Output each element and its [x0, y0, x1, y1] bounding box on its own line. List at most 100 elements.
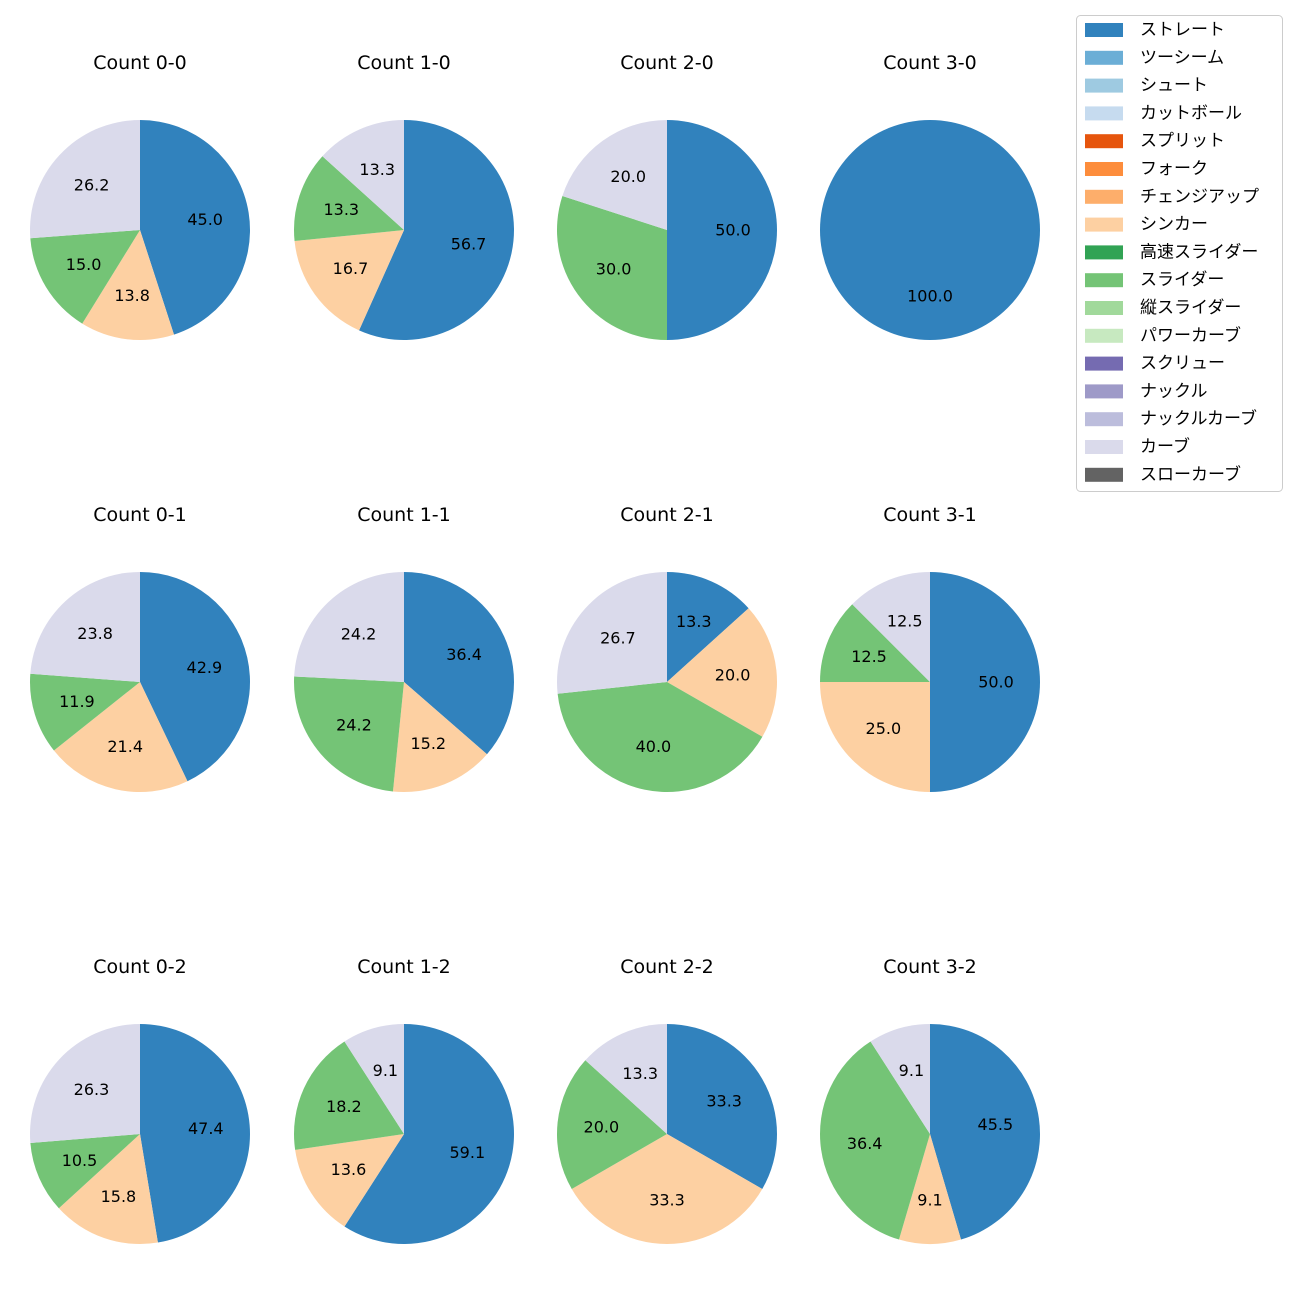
pie-2: Count 1-0 56.7 16.7 13.3 13.3: [294, 52, 514, 340]
pie-slice: [852, 572, 930, 682]
slice-value-label: 100.0: [907, 287, 953, 306]
legend-item: 縦スライダー: [1085, 298, 1241, 318]
legend-label: チェンジアップ: [1140, 187, 1259, 207]
pie-7: Count 2-1 13.3 20.0 40.0 26.7: [556, 504, 778, 793]
legend-label: ナックルカーブ: [1140, 408, 1257, 429]
slice-value-label: 24.2: [336, 716, 372, 735]
slice-value-label: 25.0: [866, 719, 902, 738]
pie-title: Count 2-2: [620, 956, 714, 978]
legend-label: ツーシーム: [1140, 48, 1224, 68]
pie-slice: [930, 572, 1040, 792]
slice-value-label: 40.0: [636, 737, 672, 756]
pie-slice: [392, 682, 487, 792]
slice-value-label: 50.0: [978, 673, 1014, 692]
slice-value-label: 30.0: [596, 259, 632, 278]
slice-value-label: 13.8: [114, 286, 150, 305]
legend-label: カットボール: [1140, 103, 1242, 123]
slice-value-label: 13.6: [331, 1160, 367, 1179]
slice-value-label: 9.1: [917, 1191, 942, 1210]
legend-item: パワーカーブ: [1085, 325, 1241, 346]
pie-slice: [819, 604, 930, 682]
slice-value-label: 15.0: [66, 255, 102, 274]
legend-item: カットボール: [1085, 103, 1242, 123]
slice-value-label: 33.3: [649, 1191, 685, 1210]
legend-label: ナックル: [1140, 381, 1208, 401]
pie-slice: [140, 572, 251, 782]
pie-5: Count 0-1 42.9 21.4 11.9 23.8: [30, 504, 251, 792]
legend-label: カーブ: [1140, 436, 1190, 457]
slice-value-label: 11.9: [59, 692, 95, 711]
slice-value-label: 23.8: [77, 624, 113, 643]
pie-slice: [30, 1134, 141, 1209]
pie-slice: [562, 120, 667, 230]
slice-value-label: 33.3: [706, 1092, 742, 1111]
pie-slice: [930, 1024, 1040, 1240]
pie-title: Count 1-1: [357, 504, 451, 526]
pie-slice: [29, 120, 141, 239]
pie-title: Count 0-1: [93, 504, 187, 526]
legend-item: ナックル: [1085, 381, 1208, 401]
pie-slice: [556, 572, 667, 694]
legend-label: フォーク: [1140, 159, 1208, 179]
legend-swatch: [1085, 134, 1123, 149]
slice-value-label: 13.3: [359, 160, 395, 179]
legend-label: シンカー: [1140, 215, 1208, 235]
pie-slice: [344, 1024, 404, 1134]
pie-slice: [557, 682, 763, 793]
legend-item: スライダー: [1085, 270, 1224, 290]
pie-slice: [30, 673, 140, 751]
pie-slice: [58, 1134, 158, 1244]
pie-slice: [53, 682, 188, 792]
legend-item: ストレート: [1085, 20, 1225, 40]
pie-slice: [140, 1024, 250, 1243]
pies-group: Count 0-0 45.0 13.8 15.0 26.2 Count 1-0 56.7 16…: [29, 52, 1040, 1245]
legend-item: シンカー: [1085, 215, 1208, 235]
legend-swatch: [1085, 245, 1123, 260]
pie-slice: [322, 120, 404, 230]
legend-item: ツーシーム: [1085, 48, 1224, 68]
legend: ストレートツーシームシュートカットボールスプリットフォークチェンジアップシンカー…: [1076, 15, 1283, 492]
slice-value-label: 26.3: [74, 1080, 110, 1099]
pie-slice: [294, 572, 404, 682]
pie-title: Count 3-1: [883, 504, 977, 526]
legend-swatch: [1085, 23, 1123, 37]
legend-swatch: [1085, 106, 1123, 121]
slice-value-label: 45.0: [187, 210, 223, 229]
legend-swatch: [1085, 412, 1123, 427]
pie-title: Count 2-1: [620, 504, 714, 526]
pie-slice: [30, 572, 140, 682]
legend-swatch: [1085, 440, 1123, 454]
legend-label: スプリット: [1140, 131, 1225, 151]
legend-frame: [1076, 15, 1283, 492]
pie-title: Count 0-0: [93, 52, 187, 74]
legend-label: パワーカーブ: [1140, 325, 1241, 346]
legend-swatch: [1085, 301, 1123, 315]
slice-value-label: 10.5: [62, 1151, 98, 1170]
pie-slice: [667, 608, 778, 737]
pie-slice: [359, 120, 514, 340]
slice-value-label: 56.7: [451, 234, 487, 253]
pie-slice: [667, 120, 777, 340]
slice-value-label: 47.4: [188, 1119, 224, 1138]
pie-title: Count 1-0: [357, 52, 451, 74]
slice-value-label: 18.2: [326, 1097, 362, 1116]
pie-slice: [294, 676, 404, 792]
slice-value-label: 42.9: [187, 658, 223, 677]
legend-label: ストレート: [1140, 20, 1225, 40]
legend-label: 高速スライダー: [1140, 242, 1258, 262]
legend-item: スプリット: [1085, 131, 1225, 151]
legend-label: 縦スライダー: [1140, 298, 1241, 318]
legend-label: スライダー: [1140, 270, 1224, 290]
slice-value-label: 21.4: [107, 737, 143, 756]
slice-value-label: 15.2: [410, 734, 446, 753]
slice-value-label: 9.1: [899, 1061, 924, 1080]
legend-label: スローカーブ: [1140, 464, 1241, 485]
pie-slice: [294, 1041, 404, 1150]
pie-slice: [30, 230, 140, 324]
legend-swatch: [1085, 50, 1123, 65]
pie-slice: [820, 682, 930, 792]
legend-swatch: [1085, 356, 1123, 371]
pie-slice: [294, 230, 404, 331]
pie-slice: [140, 120, 250, 335]
